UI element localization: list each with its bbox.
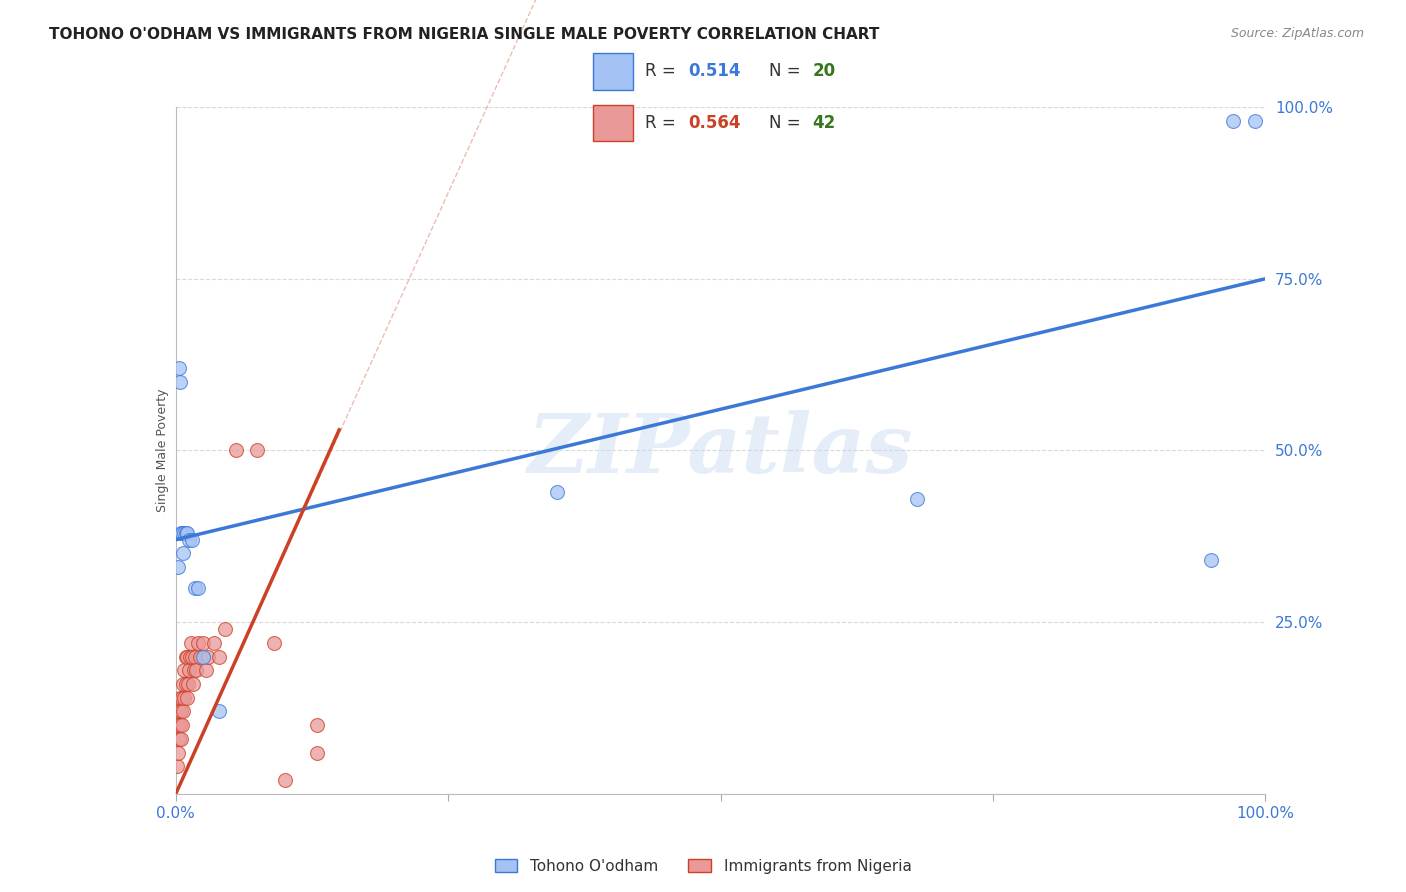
Text: 0.564: 0.564 [689, 114, 741, 132]
Point [172, 718, 194, 732]
Point [246, 443, 269, 458]
Point [546, 484, 568, 499]
Point [170, 705, 193, 719]
Text: R =: R = [645, 62, 676, 80]
Point [170, 525, 193, 540]
Point [181, 649, 204, 664]
Point [202, 636, 225, 650]
Point [177, 533, 200, 547]
Y-axis label: Single Male Poverty: Single Male Poverty [156, 389, 169, 512]
Point [1199, 553, 1222, 567]
Point [225, 443, 247, 458]
Point [197, 649, 219, 664]
Point [263, 636, 285, 650]
Point [186, 636, 209, 650]
Point [167, 718, 190, 732]
Legend: Tohono O'odham, Immigrants from Nigeria: Tohono O'odham, Immigrants from Nigeria [488, 853, 918, 880]
Point [172, 546, 194, 561]
Point [307, 718, 329, 732]
Text: N =: N = [769, 62, 800, 80]
Point [191, 649, 214, 664]
Text: 20: 20 [813, 62, 835, 80]
Point [208, 705, 231, 719]
Point [274, 773, 297, 788]
Point [208, 649, 231, 664]
Point [176, 525, 198, 540]
Text: TOHONO O'ODHAM VS IMMIGRANTS FROM NIGERIA SINGLE MALE POVERTY CORRELATION CHART: TOHONO O'ODHAM VS IMMIGRANTS FROM NIGERI… [49, 27, 880, 42]
Point [167, 361, 190, 376]
Point [174, 649, 197, 664]
Point [180, 636, 202, 650]
Point [1243, 113, 1265, 128]
Point [172, 525, 194, 540]
Point [183, 663, 205, 677]
Point [173, 525, 195, 540]
Point [179, 649, 201, 664]
Point [170, 731, 193, 746]
Bar [593, 104, 633, 141]
Point [186, 581, 209, 595]
Point [177, 663, 200, 677]
Point [172, 705, 194, 719]
Point [195, 663, 218, 677]
Point [174, 677, 197, 691]
Point [166, 759, 188, 773]
Text: 42: 42 [813, 114, 835, 132]
Point [176, 690, 198, 705]
Text: 0.514: 0.514 [689, 62, 741, 80]
Point [167, 705, 190, 719]
Point [184, 649, 207, 664]
Point [307, 746, 329, 760]
Point [191, 636, 214, 650]
Point [176, 649, 198, 664]
Point [173, 690, 195, 705]
Point [172, 690, 194, 705]
Point [905, 491, 928, 506]
Point [173, 663, 195, 677]
Point [188, 649, 211, 664]
Point [169, 375, 191, 389]
Text: Source: ZipAtlas.com: Source: ZipAtlas.com [1230, 27, 1364, 40]
Point [181, 533, 204, 547]
Point [214, 622, 236, 636]
Point [174, 525, 197, 540]
Point [169, 718, 191, 732]
Point [186, 663, 208, 677]
Point [184, 581, 207, 595]
Point [167, 560, 190, 574]
Point [167, 746, 190, 760]
Point [167, 731, 190, 746]
Point [172, 677, 194, 691]
Text: R =: R = [645, 114, 676, 132]
Point [1222, 113, 1244, 128]
Bar [593, 54, 633, 89]
Point [169, 690, 191, 705]
Text: N =: N = [769, 114, 800, 132]
Point [181, 677, 204, 691]
Point [177, 677, 200, 691]
Text: ZIPatlas: ZIPatlas [527, 410, 914, 491]
